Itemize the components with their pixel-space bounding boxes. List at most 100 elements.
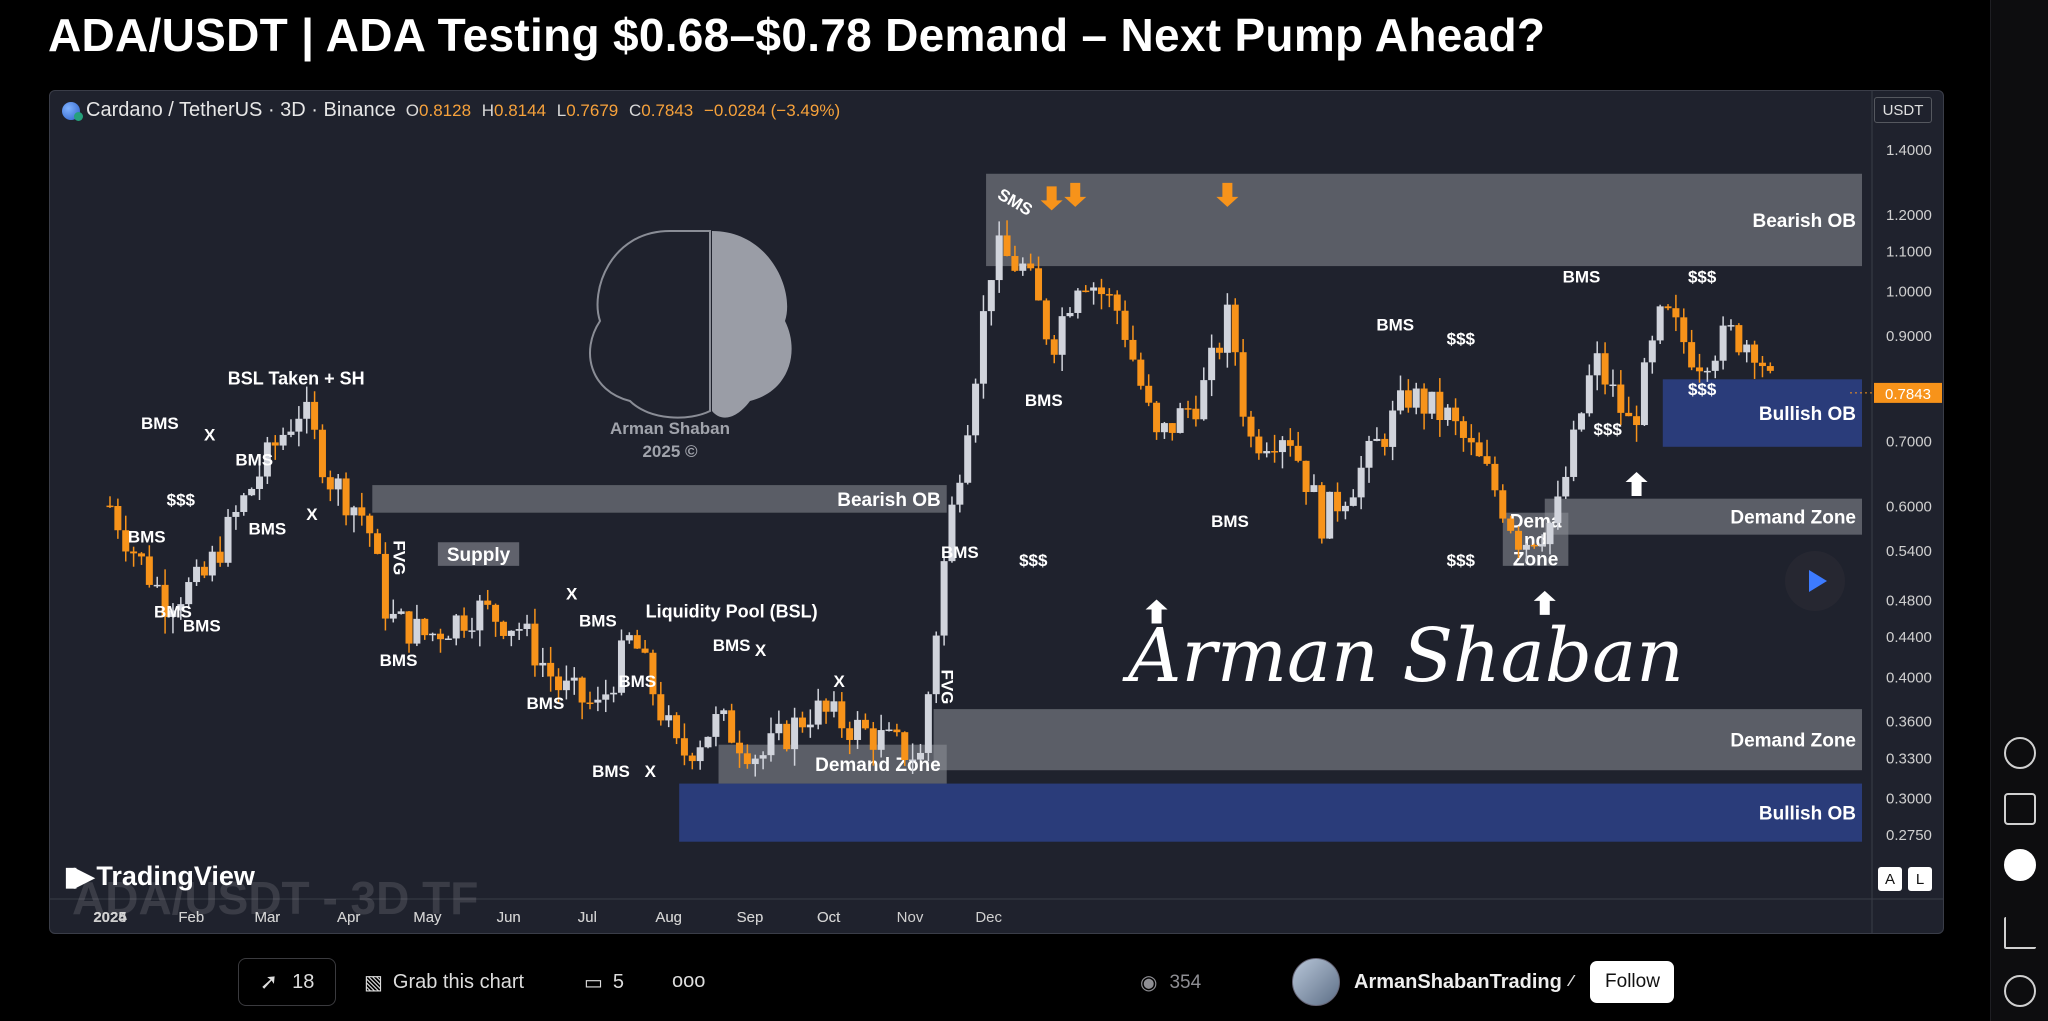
zone-label: Zone (1513, 549, 1558, 570)
candle-body (389, 613, 397, 619)
candle-body (1672, 308, 1680, 318)
candle-body (1247, 416, 1255, 437)
legend-high-key: H (481, 100, 495, 120)
comments-button[interactable]: ▭ 5 (584, 970, 624, 995)
candle-body (279, 434, 287, 446)
candle-body (1239, 352, 1247, 417)
zone-demand (718, 744, 947, 784)
candle-body (1066, 312, 1074, 317)
follow-button[interactable]: Follow (1590, 961, 1675, 1003)
grab-chart-button[interactable]: ▧ Grab this chart (364, 970, 524, 995)
zone-supply (437, 542, 520, 566)
candle-body (1420, 388, 1428, 414)
annotation-label: BMS (941, 543, 979, 562)
x-tick-label: 2024 (93, 909, 127, 926)
signal-icon[interactable] (2004, 917, 2036, 949)
chart-canvas[interactable]: 1.4000 1.2000 1.1000 1.0000 0.9000 0.7000 0.60… (50, 91, 1943, 933)
x-tick-label: Sep (737, 909, 764, 926)
currency-selector[interactable]: USDT (1874, 97, 1932, 123)
legend-low-key: L (556, 100, 567, 120)
more-icon: ooo (672, 970, 706, 992)
x-tick-label: Oct (817, 909, 841, 926)
candle-body (594, 699, 602, 703)
candle-body (122, 530, 130, 552)
gauge-icon[interactable] (2004, 737, 2036, 769)
candle-body (1341, 505, 1349, 512)
candle-body (1758, 362, 1766, 367)
candle-body (1538, 544, 1546, 547)
legend-ohlc: O0.8128 H0.8144 L0.7679 C0.7843 −0.0284 … (406, 101, 846, 121)
candle-body (1688, 342, 1696, 368)
candle-body (987, 280, 995, 312)
candle-body (1176, 408, 1184, 433)
zone-label: Bearish OB (837, 490, 940, 511)
avatar[interactable] (1292, 958, 1340, 1006)
candle-body (720, 710, 728, 715)
candle-body (861, 719, 869, 729)
candle-body (1318, 485, 1326, 539)
annotation-label: X (645, 762, 657, 781)
zone-label: Demand Zone (1730, 508, 1856, 529)
annotation-label: BMS (248, 520, 286, 539)
auto-scale-button[interactable]: A (1878, 867, 1902, 891)
candle-body (1396, 390, 1404, 411)
candle-body (610, 692, 618, 695)
more-button[interactable]: ooo (672, 970, 705, 993)
legend-change: −0.0284 (−3.49%) (704, 100, 841, 120)
candle-body (995, 235, 1003, 281)
candle-body (657, 694, 665, 721)
x-tick-label: Jul (578, 909, 597, 926)
candle-body (303, 401, 311, 419)
x-tick-label: Aug (655, 909, 682, 926)
candle-body (1192, 408, 1200, 420)
candle-body (1428, 391, 1436, 414)
candle-body (1137, 359, 1145, 386)
candle-body (901, 732, 909, 761)
play-icon[interactable] (1785, 551, 1845, 611)
candle-body (318, 429, 326, 478)
calendar-icon[interactable] (2004, 793, 2036, 825)
chart-legend: Cardano / TetherUS · 3D · Binance O0.812… (62, 99, 846, 122)
chart-container[interactable]: 1.4000 1.2000 1.1000 1.0000 0.9000 0.7000 0.60… (49, 90, 1944, 934)
candle-body (429, 633, 437, 636)
zone-bullish_ob (1662, 379, 1862, 447)
candle-body (216, 551, 224, 563)
brain-logo-icon (589, 230, 792, 419)
candle-body (893, 729, 901, 733)
candle-body (531, 623, 539, 666)
annotation-label: $$$ (1688, 380, 1717, 399)
candle-body (798, 717, 806, 728)
candle-body (1444, 407, 1452, 421)
boost-count: 18 (292, 970, 315, 993)
candle-body (1554, 496, 1562, 523)
author-name[interactable]: ArmanShabanTrading (1354, 970, 1562, 993)
candle-body (578, 677, 586, 703)
verified-icon: ⁄ (1569, 973, 1573, 990)
candle-body (1231, 304, 1239, 353)
zone-bearish_ob (372, 485, 947, 513)
candle-body (1609, 384, 1617, 387)
annotation-label: BMS (618, 672, 656, 691)
legend-high: 0.8144 (494, 100, 547, 120)
chart-image-icon: ▧ (364, 972, 383, 994)
candle-body (673, 715, 681, 739)
candle-body (539, 662, 547, 666)
candle-body (311, 401, 319, 430)
candle-body (248, 488, 256, 496)
arrow-down-icon (1040, 186, 1063, 211)
x-tick-label: Feb (178, 909, 204, 926)
candle-body (830, 701, 838, 712)
boost-button[interactable]: ➚ 18 (238, 958, 336, 1006)
candle-body (909, 759, 917, 762)
candle-body (436, 633, 444, 640)
chart-watermark: ADA/USDT - 3D TF (72, 872, 479, 924)
log-scale-button[interactable]: L (1908, 867, 1932, 891)
candle-body (326, 477, 334, 490)
help-icon[interactable] (2004, 975, 2036, 1007)
candle-body (547, 662, 555, 677)
candle-body (1404, 390, 1412, 408)
candle-body (948, 504, 956, 562)
candle-body (161, 584, 169, 617)
apps-grid-icon[interactable] (2004, 849, 2036, 881)
candle-body (743, 753, 751, 765)
